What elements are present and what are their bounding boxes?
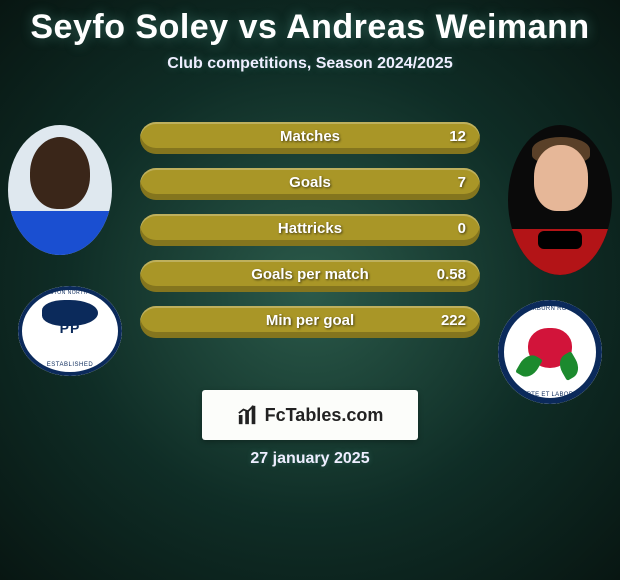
date-text: 27 january 2025 bbox=[0, 450, 620, 468]
page-title: Seyfo Soley vs Andreas Weimann bbox=[0, 0, 620, 47]
logo-text: FcTables.com bbox=[265, 405, 384, 426]
club-badge-right: BLACKBURN ROVERS ARTE ET LABORE bbox=[498, 300, 602, 404]
player-photo-left bbox=[8, 125, 112, 255]
stat-row: Hattricks 0 bbox=[140, 214, 480, 246]
title-player1: Seyfo Soley bbox=[30, 8, 228, 46]
club-left-top-text: PRESTON NORTH END bbox=[18, 290, 122, 296]
subtitle: Club competitions, Season 2024/2025 bbox=[0, 55, 620, 73]
club-left-monogram: PP bbox=[18, 320, 122, 336]
source-logo: FcTables.com bbox=[202, 390, 418, 440]
chart-icon bbox=[237, 404, 259, 426]
stat-row: Goals per match 0.58 bbox=[140, 260, 480, 292]
stat-row: Matches 12 bbox=[140, 122, 480, 154]
club-badge-left: PRESTON NORTH END PP ESTABLISHED bbox=[18, 286, 122, 376]
comparison-card: Seyfo Soley vs Andreas Weimann Club comp… bbox=[0, 0, 620, 580]
club-right-bottom-text: ARTE ET LABORE bbox=[498, 392, 602, 398]
stat-row: Goals 7 bbox=[140, 168, 480, 200]
stat-row: Min per goal 222 bbox=[140, 306, 480, 338]
stats-bars: Matches 12 Goals 7 Hattricks 0 Goals per… bbox=[140, 122, 480, 352]
club-right-top-text: BLACKBURN ROVERS bbox=[498, 306, 602, 312]
title-player2: Andreas Weimann bbox=[286, 8, 590, 46]
player-photo-right bbox=[508, 125, 612, 275]
title-vs: vs bbox=[239, 8, 278, 46]
club-left-est: ESTABLISHED bbox=[18, 362, 122, 368]
